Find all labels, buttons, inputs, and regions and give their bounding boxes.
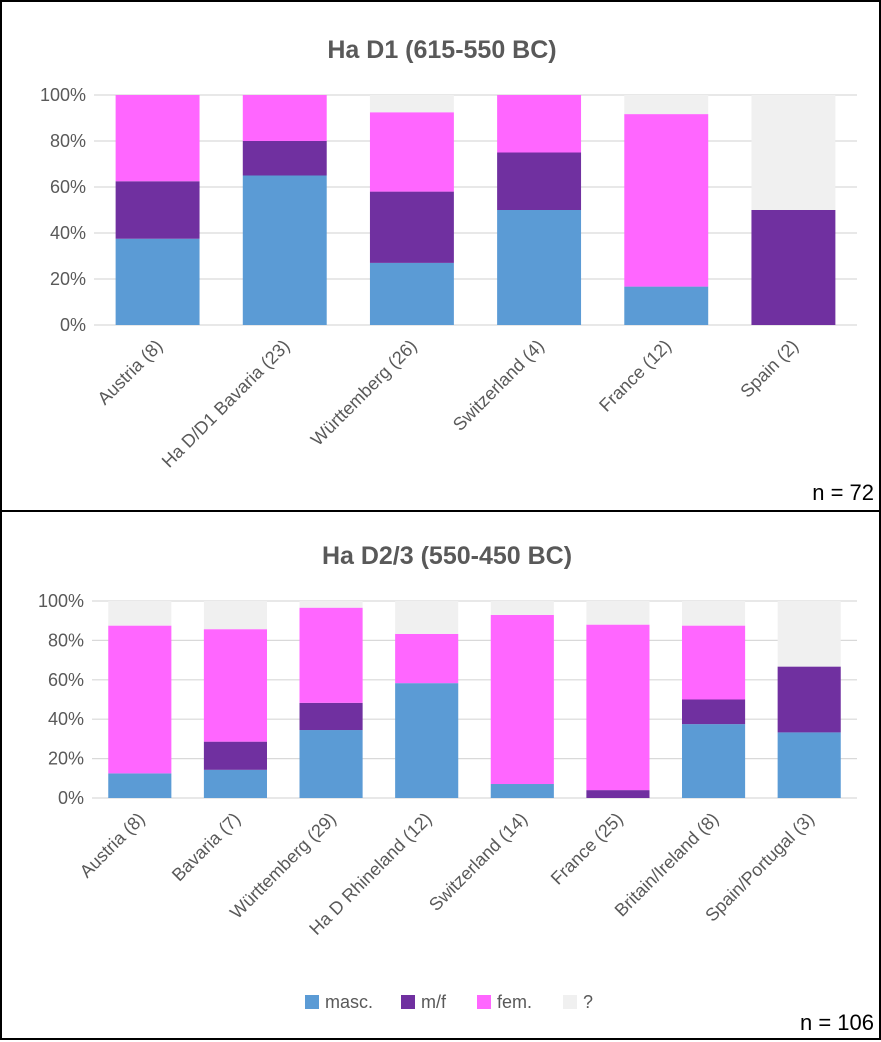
bar-segment-unknown <box>108 601 172 626</box>
bar-segment-unknown <box>395 601 459 634</box>
bar-segment-mf <box>242 141 327 176</box>
x-tick-label: Württemberg (26) <box>307 336 421 450</box>
bar-segment-unknown <box>369 95 454 113</box>
x-tick-label: Bavaria (7) <box>168 809 244 885</box>
bar-segment-unknown <box>299 601 363 608</box>
bar-segment-fem <box>682 625 746 700</box>
bar-segment-fem <box>242 95 327 141</box>
y-tick-label: 0% <box>60 315 86 335</box>
legend-swatch-masc <box>305 995 319 1009</box>
bar-segment-unknown <box>203 601 267 630</box>
bar-segment-unknown <box>586 601 650 625</box>
bar-segment-unknown <box>682 601 746 626</box>
y-tick-label: 80% <box>50 131 86 151</box>
x-tick-label: Switzerland (14) <box>425 809 531 915</box>
bar-segment-mf <box>369 191 454 263</box>
legend-swatch-fem <box>477 995 491 1009</box>
x-tick-label: France (25) <box>547 809 627 889</box>
y-tick-label: 0% <box>58 788 84 808</box>
x-tick-label: Austria (8) <box>94 336 167 409</box>
bar-segment-unknown <box>751 95 836 210</box>
bar-segment-masc <box>108 773 172 798</box>
bar-segment-fem <box>490 614 554 785</box>
y-tick-label: 60% <box>50 177 86 197</box>
chart-panel-ha-d1: Ha D1 (615-550 BC) 0% 20% 40% 60% 80% 100% Aus… <box>0 0 881 512</box>
legend-swatch-mf <box>401 995 415 1009</box>
bar-segment-mf <box>682 699 746 725</box>
bar-segment-mf <box>497 152 582 210</box>
bar-segment-unknown <box>624 95 709 115</box>
plot-area: 0% 20% 40% 60% 80% 100% Austria (8)Ha D/D1 Bav… <box>40 85 857 472</box>
x-tick-label: Spain (2) <box>736 336 802 402</box>
bar-segment-masc <box>203 769 267 798</box>
y-tick-label: 100% <box>40 85 86 105</box>
x-tick-label: Ha D/D1 Bavaria (23) <box>158 336 294 472</box>
bar-segment-fem <box>497 95 582 153</box>
x-tick-label: Britain/Ireland (8) <box>611 809 723 921</box>
bar-segment-fem <box>299 607 363 703</box>
bar-segment-mf <box>115 181 200 239</box>
bar-segment-mf <box>777 666 841 733</box>
bar-segment-masc <box>369 262 454 325</box>
sample-size-label: n = 72 <box>812 480 874 505</box>
legend-label-mf: m/f <box>421 992 447 1012</box>
bar-segment-masc <box>115 238 200 325</box>
y-tick-label: 40% <box>50 223 86 243</box>
plot-area: 0% 20% 40% 60% 80% 100% Austria (8) Bavaria (7)… <box>38 591 857 939</box>
bar-segment-masc <box>497 210 582 325</box>
bar-segment-mf <box>751 210 836 325</box>
x-tick-label: Württemberg (29) <box>226 809 340 923</box>
chart-ha-d2-3: Ha D2/3 (550-450 BC) 0% 20% 40% 60% 80% 100% A… <box>38 542 874 1035</box>
bar-segment-masc <box>490 784 554 798</box>
bar-segment-fem <box>203 629 267 742</box>
legend-label-unknown: ? <box>583 992 593 1012</box>
x-tick-label: Switzerland (4) <box>449 336 548 435</box>
bar-segment-fem <box>395 633 459 684</box>
chart-title: Ha D1 (615-550 BC) <box>327 36 556 64</box>
y-tick-label: 20% <box>50 269 86 289</box>
y-tick-label: 20% <box>48 749 84 769</box>
bar-segment-masc <box>777 732 841 798</box>
bar-segment-fem <box>115 95 200 182</box>
legend: masc. m/f fem.? <box>305 992 593 1012</box>
legend-label-masc: masc. <box>325 992 373 1012</box>
bar-segment-fem <box>624 114 709 287</box>
x-tick-label: France (12) <box>595 336 675 416</box>
bar-segment-masc <box>299 730 363 798</box>
chart-title: Ha D2/3 (550-450 BC) <box>322 542 572 570</box>
bar-segment-mf <box>586 790 650 798</box>
y-tick-label: 40% <box>48 709 84 729</box>
y-tick-label: 80% <box>48 630 84 650</box>
bar-segment-unknown <box>490 601 554 615</box>
legend-label-fem: fem. <box>497 992 532 1012</box>
chart-panel-ha-d2-3: Ha D2/3 (550-450 BC) 0% 20% 40% 60% 80% 100% A… <box>0 510 881 1040</box>
bar-segment-fem <box>108 625 172 774</box>
bar-segment-fem <box>369 112 454 192</box>
bar-segment-masc <box>242 175 327 325</box>
sample-size-label: n = 106 <box>800 1010 874 1035</box>
bar-segment-mf <box>299 702 363 731</box>
bar-segment-mf <box>203 741 267 770</box>
bar-segment-unknown <box>777 601 841 667</box>
y-tick-label: 100% <box>38 591 84 611</box>
chart-ha-d1: Ha D1 (615-550 BC) 0% 20% 40% 60% 80% 100% Aus… <box>40 36 874 505</box>
y-tick-label: 60% <box>48 670 84 690</box>
bar-segment-masc <box>395 683 459 798</box>
x-tick-label: Austria (8) <box>76 809 149 882</box>
bar-segment-fem <box>586 624 650 791</box>
legend-swatch-unknown <box>563 995 577 1009</box>
bar-segment-masc <box>624 286 709 325</box>
bar-segment-masc <box>682 724 746 798</box>
